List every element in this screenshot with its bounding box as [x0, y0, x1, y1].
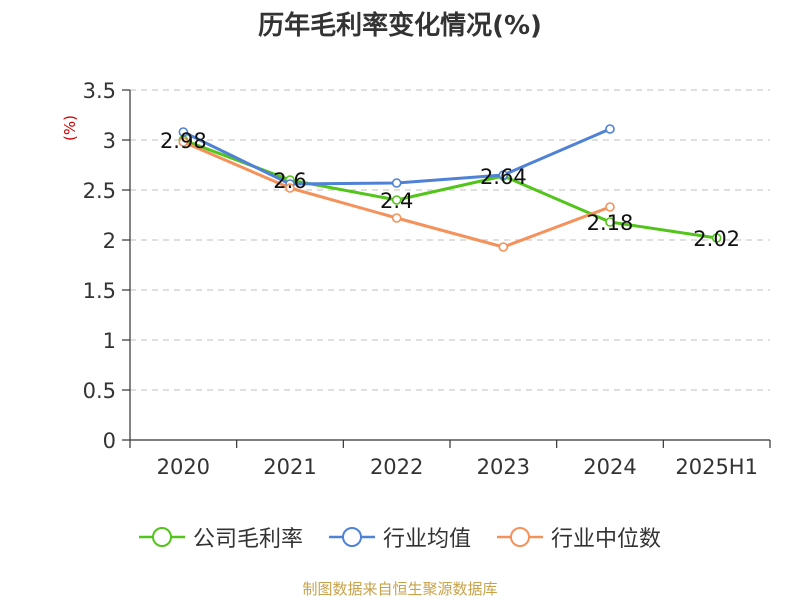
data-label: 2.18	[587, 211, 634, 235]
legend-label: 公司毛利率	[192, 527, 303, 552]
data-point	[391, 213, 402, 223]
y-tick-label: 1.5	[83, 279, 116, 303]
x-tick-label: 2020	[157, 455, 210, 479]
data-point	[605, 217, 615, 227]
y-axis-title: (%)	[61, 115, 79, 141]
series-line	[182, 138, 717, 240]
legend: 公司毛利率 行业均值 行业中位数	[0, 519, 800, 555]
x-tick-label: 2024	[583, 455, 636, 479]
legend-label: 行业均值	[382, 527, 471, 552]
legend-swatch-icon	[328, 527, 375, 547]
data-point	[498, 170, 509, 180]
data-point	[711, 233, 722, 243]
y-tick-label: 3	[103, 129, 116, 153]
data-label: 2.6	[273, 169, 306, 193]
data-label: 2.4	[380, 189, 413, 213]
y-tick-label: 2	[103, 229, 116, 253]
source-note: 制图数据来自恒生聚源数据库	[302, 580, 498, 598]
data-point	[498, 242, 509, 252]
data-point	[391, 178, 402, 188]
y-tick-label: 0	[103, 429, 116, 453]
data-point	[391, 195, 402, 205]
x-tick-label: 2025H1	[675, 455, 758, 479]
data-point	[178, 137, 189, 147]
legend-item[interactable]: 公司毛利率	[138, 521, 303, 553]
y-tick-label: 1	[103, 329, 116, 353]
y-tick-label: 2.5	[83, 179, 116, 203]
data-label: 2.98	[160, 129, 207, 153]
legend-swatch-icon	[497, 527, 543, 547]
legend-item[interactable]: 行业均值	[328, 521, 471, 553]
data-point	[605, 124, 615, 134]
legend-label: 行业中位数	[551, 527, 662, 552]
data-point	[605, 202, 615, 212]
legend-swatch-icon	[138, 527, 185, 547]
data-point	[178, 127, 189, 137]
legend-item[interactable]: 行业中位数	[497, 521, 661, 553]
chart-title: 历年毛利率变化情况(%)	[258, 11, 542, 41]
x-tick-label: 2023	[477, 455, 530, 479]
y-tick-label: 3.5	[83, 79, 116, 103]
x-tick-label: 2021	[263, 455, 316, 479]
data-label: 2.64	[480, 165, 527, 189]
data-label: 2.02	[693, 227, 740, 251]
series-line	[182, 127, 611, 186]
data-point	[285, 183, 295, 193]
y-tick-label: 0.5	[83, 379, 116, 403]
x-tick-label: 2022	[370, 455, 423, 479]
